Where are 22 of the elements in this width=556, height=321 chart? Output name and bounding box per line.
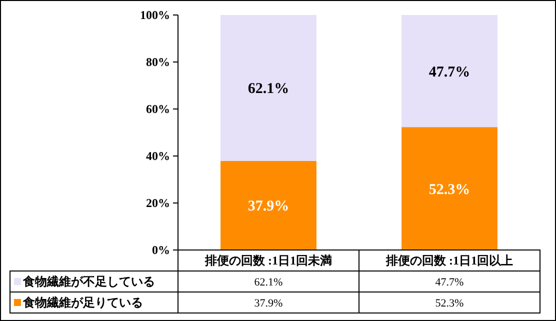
data-label: 47.7% bbox=[435, 276, 464, 288]
y-tick-label: 40% bbox=[146, 149, 170, 164]
legend-label: 食物繊維が足りている bbox=[22, 296, 143, 310]
data-label: 62.1% bbox=[254, 276, 283, 288]
y-tick-label: 60% bbox=[146, 102, 170, 116]
text: 52.3% bbox=[428, 182, 470, 198]
y-tick-label: 100% bbox=[140, 8, 170, 22]
legend-label: 食物繊維が不足している bbox=[22, 274, 155, 289]
y-tick-label: 0% bbox=[152, 243, 170, 258]
y-tick-label: 20% bbox=[146, 196, 170, 210]
x-tick-label: 排便の回数 :1日1回未満 bbox=[204, 254, 332, 268]
bar bbox=[402, 15, 498, 128]
text: 62.1% bbox=[248, 81, 290, 98]
text: 47.7% bbox=[428, 64, 470, 80]
text: 37.9% bbox=[248, 198, 290, 215]
bar bbox=[402, 127, 498, 250]
bar bbox=[220, 15, 316, 161]
data-label: 52.3% bbox=[435, 297, 464, 310]
bar bbox=[220, 160, 316, 250]
x-tick-label: 排便の回数 :1日1回以上 bbox=[385, 254, 513, 268]
y-tick-label: 80% bbox=[146, 55, 170, 70]
data-label: 37.9% bbox=[254, 297, 283, 310]
